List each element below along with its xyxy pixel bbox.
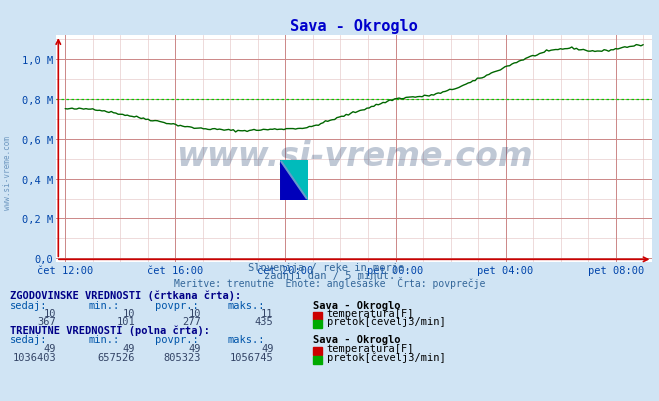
Text: temperatura[F]: temperatura[F] <box>327 343 415 353</box>
Text: min.:: min.: <box>89 334 120 344</box>
Polygon shape <box>280 160 308 200</box>
Text: 49: 49 <box>43 343 56 353</box>
Text: maks.:: maks.: <box>227 300 265 310</box>
Text: sedaj:: sedaj: <box>10 300 47 310</box>
Text: 1036403: 1036403 <box>13 352 56 362</box>
Text: ZGODOVINSKE VREDNOSTI (črtkana črta):: ZGODOVINSKE VREDNOSTI (črtkana črta): <box>10 290 241 301</box>
Polygon shape <box>280 160 308 200</box>
Text: 435: 435 <box>255 316 273 326</box>
Text: 49: 49 <box>188 343 201 353</box>
Text: temperatura[F]: temperatura[F] <box>327 308 415 318</box>
Text: 10: 10 <box>43 308 56 318</box>
Text: www.si-vreme.com: www.si-vreme.com <box>3 136 13 209</box>
Text: 101: 101 <box>117 316 135 326</box>
Text: Meritve: trenutne  Enote: anglešaške  Črta: povprečje: Meritve: trenutne Enote: anglešaške Črta… <box>174 277 485 289</box>
Text: Sava - Okroglo: Sava - Okroglo <box>313 334 401 344</box>
Text: povpr.:: povpr.: <box>155 334 198 344</box>
Text: Sava - Okroglo: Sava - Okroglo <box>313 300 401 310</box>
Polygon shape <box>280 160 308 200</box>
Title: Sava - Okroglo: Sava - Okroglo <box>291 18 418 34</box>
Text: sedaj:: sedaj: <box>10 334 47 344</box>
Text: www.si-vreme.com: www.si-vreme.com <box>176 140 532 172</box>
Text: 1056745: 1056745 <box>230 352 273 362</box>
Text: 277: 277 <box>183 316 201 326</box>
Text: 11: 11 <box>261 308 273 318</box>
Text: 657526: 657526 <box>98 352 135 362</box>
Text: min.:: min.: <box>89 300 120 310</box>
Text: Slovenija / reke in morje.: Slovenija / reke in morje. <box>248 263 411 273</box>
Text: povpr.:: povpr.: <box>155 300 198 310</box>
Text: 49: 49 <box>123 343 135 353</box>
Text: 805323: 805323 <box>163 352 201 362</box>
Text: 49: 49 <box>261 343 273 353</box>
Text: zadnji dan / 5 minut.: zadnji dan / 5 minut. <box>264 271 395 281</box>
Text: TRENUTNE VREDNOSTI (polna črta):: TRENUTNE VREDNOSTI (polna črta): <box>10 325 210 336</box>
Text: pretok[čevelj3/min]: pretok[čevelj3/min] <box>327 316 445 326</box>
Text: 10: 10 <box>123 308 135 318</box>
Text: 367: 367 <box>38 316 56 326</box>
Text: 10: 10 <box>188 308 201 318</box>
Text: maks.:: maks.: <box>227 334 265 344</box>
Text: pretok[čevelj3/min]: pretok[čevelj3/min] <box>327 352 445 362</box>
